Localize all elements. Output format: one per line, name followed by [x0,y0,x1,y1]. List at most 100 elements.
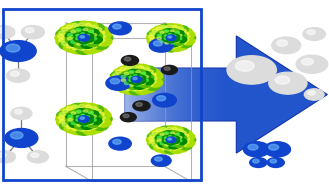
Circle shape [168,143,179,149]
Circle shape [90,36,102,43]
Circle shape [296,55,328,73]
Circle shape [139,81,151,88]
Circle shape [152,29,157,32]
Circle shape [173,141,184,147]
Circle shape [31,153,39,157]
Circle shape [164,146,178,154]
Circle shape [124,72,129,75]
Circle shape [69,22,85,31]
Circle shape [64,105,80,114]
Circle shape [123,86,138,94]
Circle shape [117,84,132,93]
Circle shape [164,67,170,70]
Circle shape [0,26,15,39]
Circle shape [72,46,78,50]
Circle shape [152,41,157,44]
Circle shape [113,73,118,76]
Circle shape [81,109,93,116]
Circle shape [166,137,176,143]
Circle shape [175,26,188,33]
Polygon shape [199,68,201,121]
Circle shape [6,44,20,52]
Circle shape [150,142,163,150]
Circle shape [68,115,73,118]
Circle shape [161,147,166,150]
Circle shape [117,66,132,74]
Circle shape [181,133,195,141]
Circle shape [168,138,171,140]
Circle shape [56,37,72,46]
Circle shape [81,27,93,34]
Circle shape [129,76,132,78]
Circle shape [139,71,151,78]
Circle shape [91,25,97,29]
Circle shape [86,116,89,118]
Circle shape [167,25,172,28]
Circle shape [70,103,85,112]
Circle shape [175,128,188,135]
Circle shape [11,107,32,119]
Circle shape [79,32,89,37]
Circle shape [160,31,164,34]
Circle shape [72,23,78,27]
Circle shape [76,119,79,121]
Circle shape [59,120,65,123]
Circle shape [143,86,149,89]
Circle shape [96,28,102,31]
Polygon shape [169,68,171,121]
Circle shape [99,116,105,119]
Circle shape [99,31,105,35]
Circle shape [109,137,131,150]
Circle shape [92,37,97,40]
Circle shape [74,37,84,42]
Circle shape [185,137,190,140]
Circle shape [159,44,172,51]
Circle shape [88,124,104,133]
Polygon shape [184,68,186,121]
Circle shape [21,26,44,39]
Circle shape [92,119,96,121]
Circle shape [307,30,315,35]
Circle shape [128,83,139,89]
Circle shape [110,79,125,87]
Circle shape [76,38,79,40]
Circle shape [159,146,172,153]
Polygon shape [188,68,190,121]
Circle shape [74,41,87,48]
Circle shape [79,113,89,119]
Circle shape [153,93,176,107]
Circle shape [160,133,164,136]
Circle shape [128,69,139,76]
Polygon shape [125,36,327,153]
Circle shape [181,131,186,134]
Circle shape [79,104,85,108]
Polygon shape [147,68,149,121]
Circle shape [93,122,108,130]
Circle shape [122,81,134,88]
Circle shape [178,37,182,40]
Circle shape [168,141,171,143]
Circle shape [130,84,134,86]
Circle shape [170,42,174,44]
Circle shape [86,34,89,36]
Circle shape [138,66,143,69]
Circle shape [81,121,84,123]
Circle shape [168,39,171,41]
Circle shape [62,42,68,45]
Circle shape [181,37,195,45]
Circle shape [168,136,172,137]
Circle shape [227,56,276,84]
Circle shape [165,42,169,44]
Circle shape [79,23,85,26]
Circle shape [79,120,89,125]
Circle shape [158,39,169,45]
Circle shape [131,76,142,83]
Circle shape [59,112,65,116]
Circle shape [161,128,166,130]
Circle shape [150,80,156,83]
Circle shape [154,42,167,50]
Polygon shape [129,68,131,121]
Circle shape [92,33,97,36]
Circle shape [151,155,171,166]
Circle shape [176,33,187,39]
